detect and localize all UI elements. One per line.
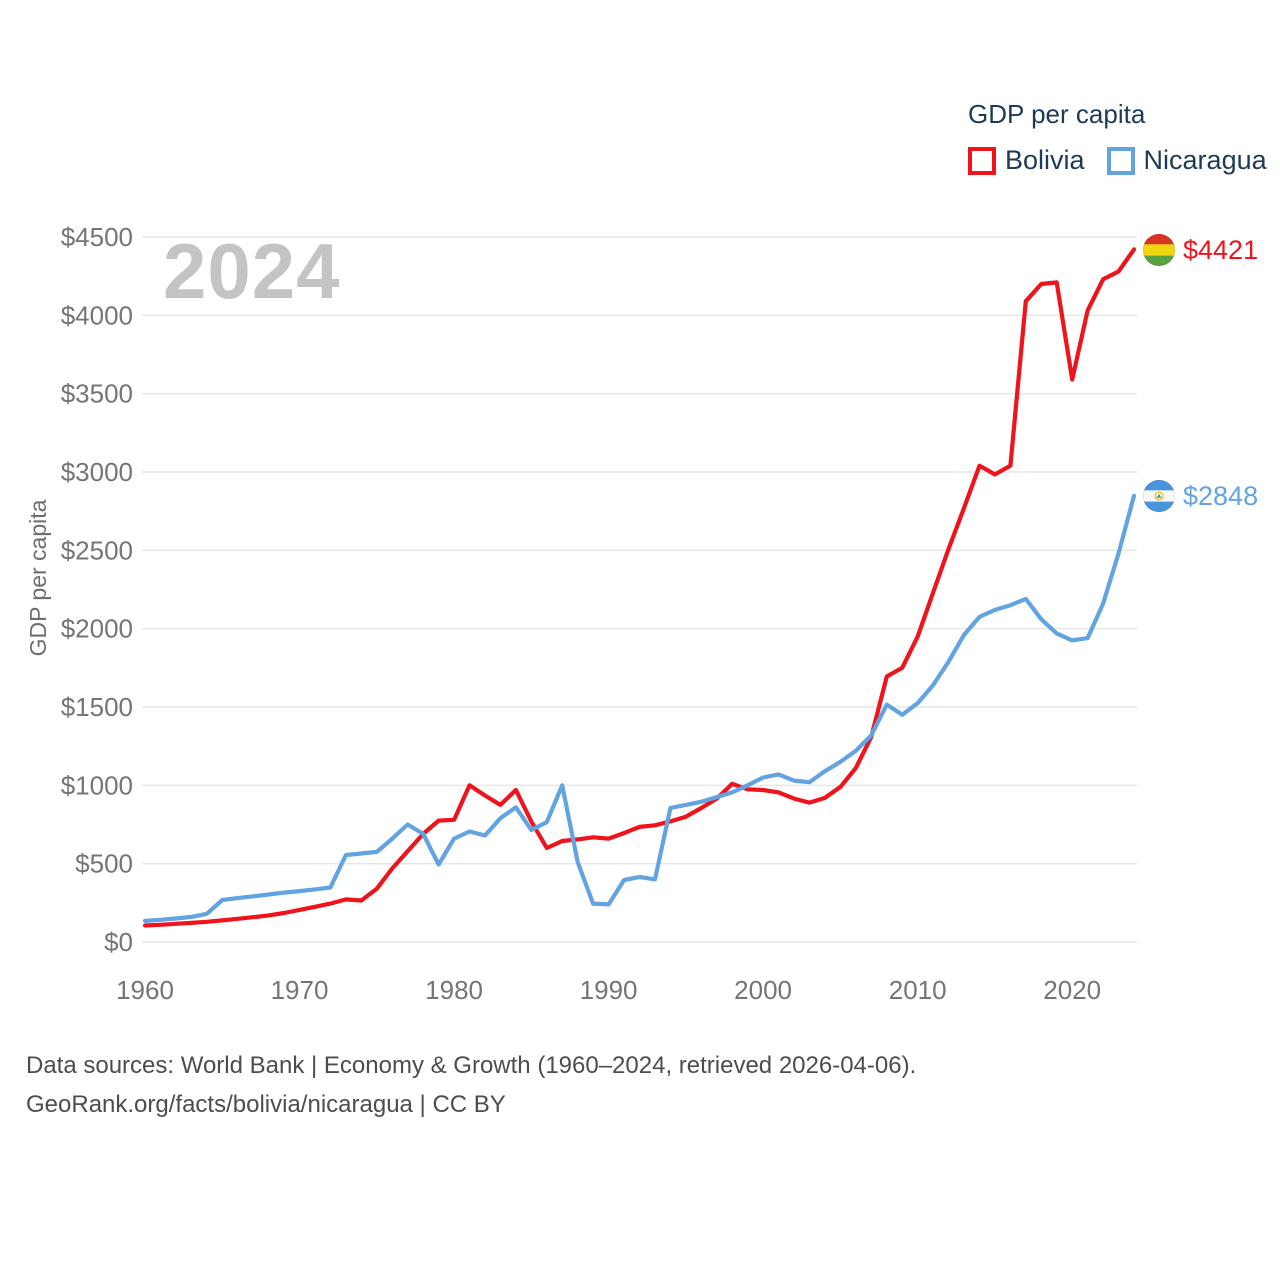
x-tick-label: 1970 bbox=[271, 975, 329, 1005]
x-tick-label: 2000 bbox=[734, 975, 792, 1005]
legend: GDP per capita Bolivia Nicaragua bbox=[968, 99, 1267, 176]
legend-item-bolivia[interactable]: Bolivia bbox=[968, 145, 1085, 176]
footer-sources: Data sources: World Bank | Economy & Gro… bbox=[26, 1052, 917, 1079]
footer: Data sources: World Bank | Economy & Gro… bbox=[26, 1046, 916, 1124]
bolivia-flag-icon bbox=[1142, 233, 1176, 267]
year-watermark: 2024 bbox=[163, 227, 341, 315]
x-tick-label: 2010 bbox=[889, 975, 947, 1005]
y-axis-title: GDP per capita bbox=[25, 499, 51, 656]
y-tick-label: $4500 bbox=[61, 222, 133, 252]
y-tick-label: $3000 bbox=[61, 457, 133, 487]
legend-item-label: Nicaragua bbox=[1143, 145, 1267, 175]
nicaragua-end-value: $2848 bbox=[1183, 480, 1259, 511]
y-tick-label: $4000 bbox=[61, 300, 133, 330]
x-tick-label: 1980 bbox=[425, 975, 483, 1005]
x-tick-label: 2020 bbox=[1043, 975, 1101, 1005]
legend-item-label: Bolivia bbox=[1005, 145, 1085, 175]
nicaragua-end-label: $2848 bbox=[1142, 479, 1258, 513]
legend-items: Bolivia Nicaragua bbox=[968, 145, 1267, 176]
legend-title: GDP per capita bbox=[968, 99, 1146, 129]
bolivia-end-value: $4421 bbox=[1183, 234, 1259, 265]
y-tick-label: $1500 bbox=[61, 692, 133, 722]
legend-item-nicaragua[interactable]: Nicaragua bbox=[1106, 145, 1267, 176]
bolivia-series-swatch-icon bbox=[968, 146, 996, 175]
bolivia-end-label: $4421 bbox=[1142, 233, 1258, 267]
series-line-bolivia[interactable] bbox=[142, 247, 1137, 928]
series-line-nicaragua[interactable] bbox=[142, 493, 1137, 924]
y-tick-label: $2500 bbox=[61, 535, 133, 565]
footer-link[interactable]: GeoRank.org/facts/bolivia/nicaragua | CC… bbox=[26, 1091, 506, 1118]
y-tick-label: $1000 bbox=[61, 770, 133, 800]
nicaragua-series-swatch-icon bbox=[1106, 146, 1135, 175]
y-tick-label: $2000 bbox=[61, 614, 133, 644]
y-tick-label: $0 bbox=[104, 927, 133, 957]
nicaragua-flag-icon bbox=[1142, 479, 1176, 513]
x-tick-label: 1990 bbox=[580, 975, 638, 1005]
y-tick-label: $500 bbox=[75, 849, 133, 879]
x-tick-label: 1960 bbox=[116, 975, 174, 1005]
y-tick-label: $3500 bbox=[61, 379, 133, 409]
